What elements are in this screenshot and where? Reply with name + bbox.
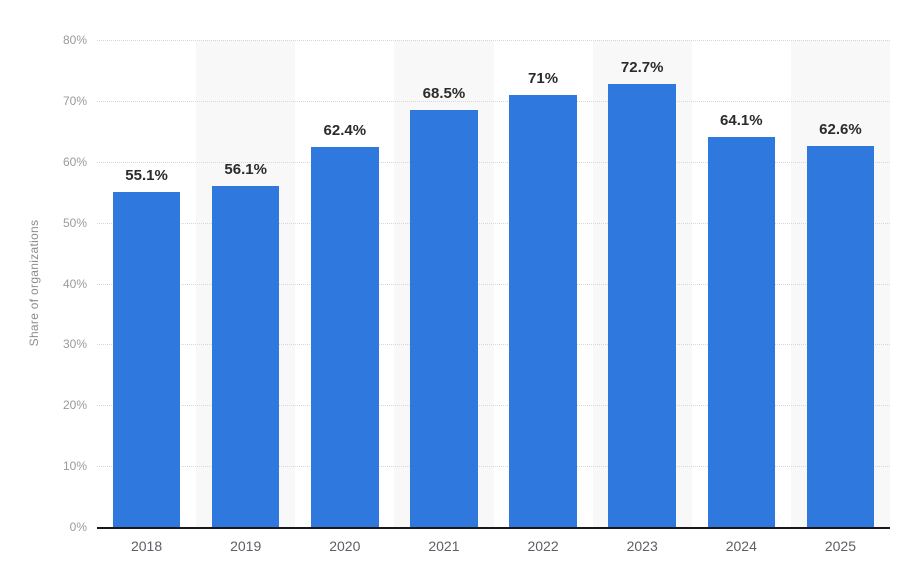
- y-tick-label-20%: 20%: [62, 398, 87, 413]
- y-tick-label-70%: 70%: [62, 93, 87, 108]
- chart-columns: 55.1% 56.1% 62.4% 68.5% 71% 72.7% 64.1% 62.6%: [97, 40, 890, 527]
- bar-value-label-2024: 64.1%: [720, 111, 763, 129]
- y-tick-label-50%: 50%: [62, 215, 87, 230]
- x-axis-labels: 2018 2019 2020 2021 2022 2023 2024 2025: [97, 538, 890, 554]
- bar-value-label-2018: 55.1%: [125, 166, 168, 184]
- bar-2019[interactable]: [211, 185, 280, 527]
- y-tick-label-40%: 40%: [62, 276, 87, 291]
- gridline-70%: [97, 100, 890, 102]
- x-tick-label-2022: 2022: [527, 538, 559, 554]
- bar-2024[interactable]: [707, 136, 775, 527]
- x-tick-label-2023: 2023: [626, 538, 658, 554]
- bar-2022[interactable]: [509, 94, 577, 527]
- x-tick-label-2018: 2018: [130, 538, 163, 554]
- x-tick-label-2020: 2020: [329, 538, 361, 554]
- plot-area: 55.1% 56.1% 62.4% 68.5% 71% 72.7% 64.1% 62.6%: [97, 40, 890, 529]
- bar-value-label-2022: 71%: [528, 69, 559, 87]
- x-tick-label-2019: 2019: [230, 538, 262, 554]
- gridline-10%: [97, 466, 890, 468]
- gridline-30%: [97, 344, 890, 346]
- gridline-60%: [97, 161, 890, 163]
- bar-2020[interactable]: [311, 147, 379, 527]
- y-tick-label-60%: 60%: [62, 154, 87, 169]
- bar-value-label-2021: 68.5%: [422, 85, 466, 103]
- chart-column-2019: 56.1%: [196, 40, 296, 527]
- x-tick-label-2025: 2025: [824, 538, 857, 554]
- y-tick-label-10%: 10%: [62, 459, 87, 474]
- x-tick-label-2024: 2024: [725, 538, 757, 554]
- bar-2023[interactable]: [608, 84, 676, 527]
- bar-value-label-2025: 62.6%: [819, 120, 862, 138]
- y-tick-label-0%: 0%: [69, 520, 87, 534]
- bar-2021[interactable]: [410, 110, 478, 527]
- gridline-80%: [97, 40, 890, 41]
- y-tick-label-30%: 30%: [62, 337, 87, 352]
- chart-column-2025: 62.6%: [790, 40, 890, 527]
- chart-column-2018: 55.1%: [97, 40, 196, 527]
- chart-column-2022: 71%: [494, 40, 593, 527]
- chart-column-2020: 62.4%: [295, 40, 394, 527]
- y-tick-label-80%: 80%: [62, 33, 87, 47]
- bar-value-label-2019: 56.1%: [224, 160, 267, 178]
- gridline-20%: [97, 405, 890, 407]
- bar-2025[interactable]: [806, 145, 875, 527]
- bar-2018[interactable]: [112, 191, 181, 527]
- bar-value-label-2020: 62.4%: [323, 122, 367, 140]
- chart-column-2021: 68.5%: [394, 40, 494, 527]
- chart-column-2024: 64.1%: [692, 40, 791, 527]
- gridline-40%: [97, 283, 890, 285]
- bar-value-label-2023: 72.7%: [620, 59, 664, 77]
- chart-column-2023: 72.7%: [592, 40, 692, 527]
- gridline-50%: [97, 222, 890, 224]
- x-tick-label-2021: 2021: [428, 538, 460, 554]
